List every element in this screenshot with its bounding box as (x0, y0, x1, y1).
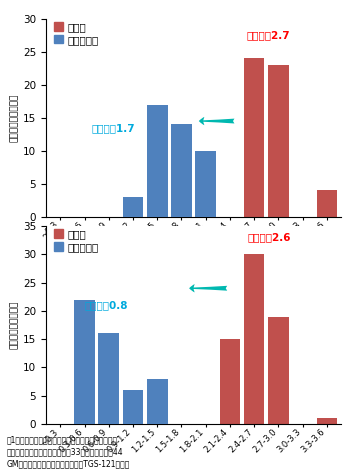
Text: 平均値　0.8: 平均値 0.8 (84, 300, 128, 310)
Text: 平均値　1.7: 平均値 1.7 (92, 123, 136, 133)
Bar (268, 317, 289, 424)
Bar (268, 65, 289, 217)
Text: 図1　草地更新前後の採草地表面の空間線量率の分布: 図1 草地更新前後の採草地表面の空間線量率の分布 (7, 436, 118, 445)
Y-axis label: 数度分布供試験区数: 数度分布供試験区数 (10, 301, 19, 349)
Bar (74, 300, 95, 424)
Text: 更新後測定点数　簡易更新区：33　完全更新区：44: 更新後測定点数 簡易更新区：33 完全更新区：44 (7, 447, 124, 456)
Text: GM管式サーベイメータ日立アロカTGS-121で測定: GM管式サーベイメータ日立アロカTGS-121で測定 (7, 459, 130, 468)
Bar (123, 197, 143, 217)
Legend: 更新前, 簡易更新後: 更新前, 簡易更新後 (54, 22, 99, 45)
Bar (244, 254, 264, 424)
Y-axis label: 数度分布供試験区数: 数度分布供試験区数 (10, 94, 19, 142)
Bar (244, 58, 264, 217)
Bar (123, 390, 143, 424)
Bar (220, 339, 240, 424)
Bar (147, 379, 168, 424)
Legend: 更新前, 完全更新後: 更新前, 完全更新後 (54, 229, 99, 252)
Text: 平均値　2.7: 平均値 2.7 (247, 31, 290, 41)
Bar (195, 151, 216, 217)
Bar (316, 418, 337, 424)
Bar (195, 190, 216, 217)
Bar (147, 105, 168, 217)
Bar (316, 190, 337, 217)
Bar (171, 124, 192, 217)
Text: 平均値　2.6: 平均値 2.6 (247, 232, 290, 242)
Bar (99, 333, 119, 424)
